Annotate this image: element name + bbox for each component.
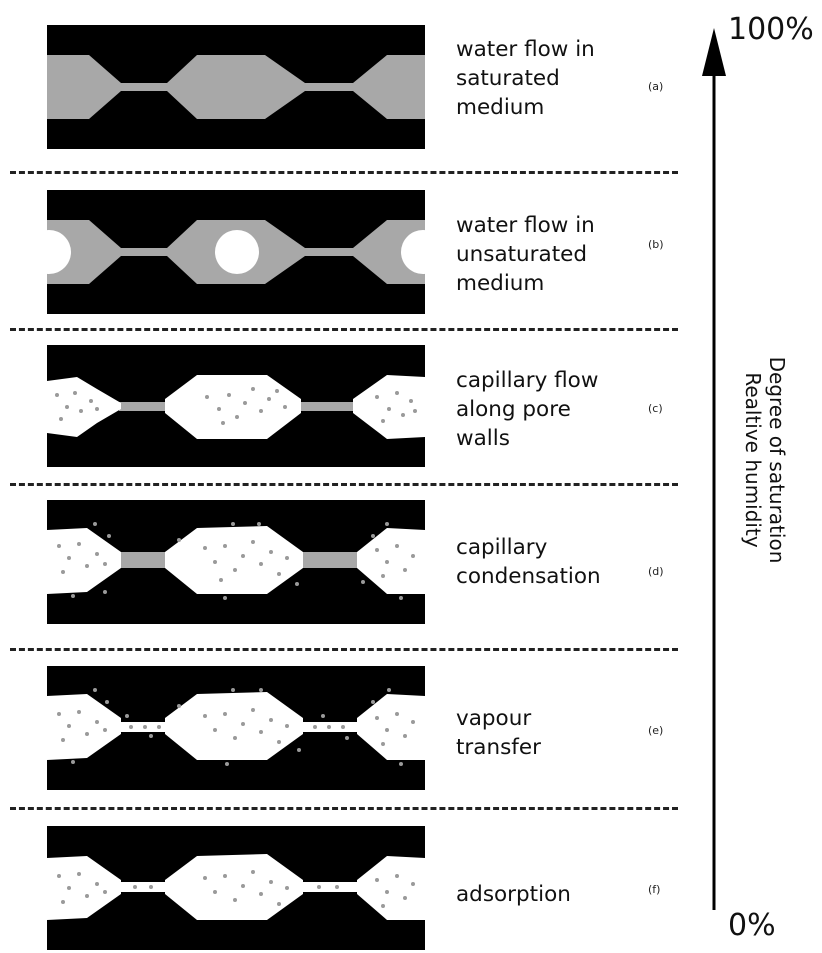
label-f-line1: adsorption — [456, 882, 571, 907]
pore-diagram-d — [47, 500, 425, 624]
vapour-dots — [57, 688, 415, 766]
label-a-line3: medium — [456, 95, 545, 120]
axis-title-rotated: Degree of saturation Realtive humidity — [741, 300, 789, 620]
axis-top-label: 100% — [728, 12, 814, 47]
pore-diagram-e — [47, 666, 425, 790]
pore-left — [47, 694, 121, 760]
panel-a-saturated — [47, 25, 425, 149]
label-c-line2: along pore — [456, 397, 571, 422]
label-c-line3: walls — [456, 426, 510, 451]
throat-water-left — [119, 552, 171, 568]
air-bubble-left — [47, 230, 71, 274]
tag-d: (d) — [648, 565, 664, 578]
pore-left — [47, 528, 121, 594]
axis-title: Degree of saturation Realtive humidity — [700, 300, 822, 620]
label-d: capillary condensation — [456, 533, 601, 591]
panel-b-unsaturated — [47, 190, 425, 314]
label-b-line3: medium — [456, 271, 545, 296]
pore-diagram-c — [47, 345, 425, 467]
label-b-line1: water flow in — [456, 213, 595, 238]
tag-a: (a) — [648, 80, 664, 93]
label-e: vapour transfer — [456, 704, 541, 762]
pore-right — [357, 528, 425, 594]
pore-center — [165, 375, 301, 439]
label-c-line1: capillary flow — [456, 368, 599, 393]
vapour-dots — [57, 522, 415, 600]
label-a-line2: saturated — [456, 66, 560, 91]
air-bubble-center — [215, 230, 259, 274]
axis-bottom-label: 0% — [728, 908, 776, 943]
label-b: water flow in unsaturated medium — [456, 211, 595, 298]
divider-1 — [10, 171, 678, 174]
label-e-line1: vapour — [456, 706, 532, 731]
vapour-dots — [55, 387, 417, 425]
pore-diagram-b — [47, 190, 425, 314]
saturation-axis-arrow — [702, 28, 726, 910]
pore-diagram-a — [47, 25, 425, 149]
pore-center — [165, 692, 303, 760]
arrow-head — [702, 28, 726, 76]
divider-2 — [10, 328, 678, 331]
throat-right — [303, 882, 359, 892]
pore-right — [357, 856, 425, 920]
pore-left — [47, 856, 121, 920]
axis-title-line2: Realtive humidity — [741, 372, 765, 548]
throat-left — [119, 882, 171, 892]
tag-b: (b) — [648, 238, 664, 251]
panel-e-vapour-transfer — [47, 666, 425, 790]
tag-f: (f) — [648, 883, 661, 896]
pore-left — [47, 377, 121, 437]
tag-e: (e) — [648, 724, 664, 737]
throat-water-right — [303, 552, 359, 568]
divider-4 — [10, 648, 678, 651]
air-bubble-right — [401, 230, 425, 274]
pore-water — [47, 55, 425, 119]
throat-water-left — [119, 402, 171, 411]
panel-f-adsorption — [47, 826, 425, 950]
divider-3 — [10, 483, 678, 486]
panel-c-capillary-flow — [47, 345, 425, 467]
label-b-line2: unsaturated — [456, 242, 588, 267]
divider-5 — [10, 807, 678, 810]
vapour-dots — [57, 870, 415, 908]
label-f: adsorption — [456, 880, 571, 909]
label-e-line2: transfer — [456, 735, 541, 760]
label-a-line1: water flow in — [456, 37, 595, 62]
pore-right — [357, 694, 425, 760]
label-a: water flow in saturated medium — [456, 35, 595, 122]
throat-water-right — [301, 402, 357, 411]
axis-title-line1: Degree of saturation — [765, 356, 789, 564]
panel-d-capillary-condensation — [47, 500, 425, 624]
label-d-line2: condensation — [456, 564, 601, 589]
label-d-line1: capillary — [456, 535, 548, 560]
pore-diagram-f — [47, 826, 425, 950]
pore-center — [165, 526, 303, 594]
pore-center — [165, 854, 303, 920]
label-c: capillary flow along pore walls — [456, 366, 598, 453]
tag-c: (c) — [648, 402, 663, 415]
